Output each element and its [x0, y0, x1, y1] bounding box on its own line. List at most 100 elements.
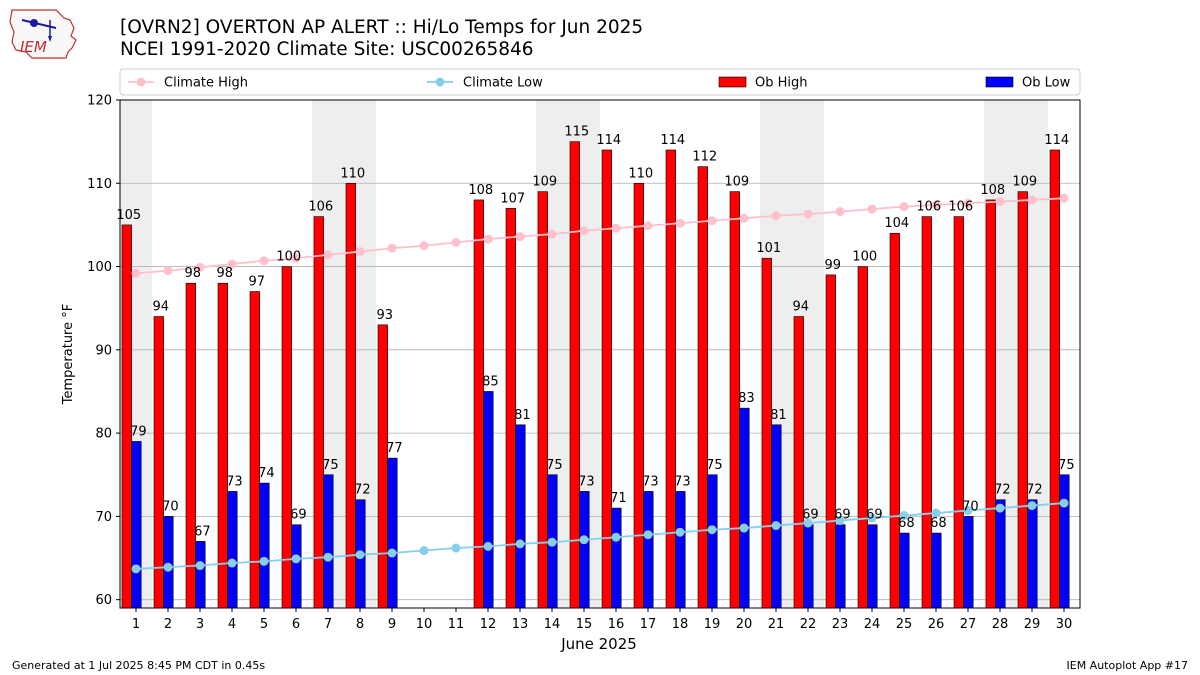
- ob-low-bar: [291, 524, 302, 609]
- climate-high-point: [195, 262, 205, 272]
- legend-climate-high-marker: [136, 77, 146, 87]
- ob-low-bar: [643, 491, 654, 609]
- climate-low-point: [259, 556, 269, 566]
- climate-high-point: [803, 209, 813, 219]
- ob-low-label: 75: [322, 458, 339, 473]
- climate-high-point: [995, 197, 1005, 207]
- ob-low-label: 73: [578, 474, 595, 489]
- ob-low-bar: [1027, 499, 1038, 609]
- climate-high-point: [291, 253, 301, 263]
- ob-high-bar: [857, 266, 868, 609]
- ob-low-bar: [899, 532, 910, 609]
- climate-high-point: [387, 243, 397, 253]
- ob-high-label: 104: [884, 216, 909, 231]
- ob-high-bar: [1049, 149, 1060, 609]
- ob-low-label: 75: [546, 458, 563, 473]
- ob-high-bar: [697, 166, 708, 609]
- ob-low-label: 71: [610, 491, 627, 506]
- climate-low-point: [931, 508, 941, 518]
- ob-low-label: 70: [962, 499, 979, 514]
- climate-low-point: [611, 532, 621, 542]
- legend-ob-low-swatch: [985, 76, 1014, 88]
- ob-high-label: 114: [596, 133, 621, 148]
- ob-high-label: 109: [724, 175, 749, 190]
- ob-high-label: 100: [852, 250, 877, 265]
- x-tick-label: 17: [640, 617, 657, 632]
- climate-low-point: [643, 530, 653, 540]
- x-tick-label: 30: [1056, 617, 1073, 632]
- ob-low-label: 77: [386, 441, 403, 456]
- x-tick-label: 7: [324, 617, 332, 632]
- ob-high-bar: [953, 216, 964, 609]
- climate-low-point: [1027, 501, 1037, 511]
- ob-low-label: 68: [930, 516, 947, 531]
- ob-high-label: 109: [1012, 175, 1037, 190]
- ob-low-bar: [835, 524, 846, 609]
- climate-low-point: [547, 537, 557, 547]
- climate-low-point: [515, 539, 525, 549]
- climate-high-point: [643, 221, 653, 231]
- ob-low-bar: [675, 491, 686, 609]
- ob-high-bar: [313, 216, 324, 609]
- y-tick-label: 120: [87, 94, 112, 109]
- x-tick-label: 3: [196, 617, 204, 632]
- ob-low-bar: [515, 424, 526, 609]
- ob-high-label: 106: [948, 200, 973, 215]
- ob-high-bar: [185, 282, 196, 609]
- climate-high-point: [131, 268, 141, 278]
- x-tick-label: 10: [416, 617, 433, 632]
- climate-low-point: [867, 513, 877, 523]
- ob-high-label: 106: [916, 200, 941, 215]
- climate-high-point: [707, 216, 717, 226]
- climate-low-point: [771, 521, 781, 531]
- x-tick-label: 9: [388, 617, 396, 632]
- ob-low-label: 81: [514, 408, 531, 423]
- climate-low-point: [803, 518, 813, 528]
- ob-high-label: 115: [564, 125, 589, 140]
- ob-high-label: 110: [628, 166, 653, 181]
- x-tick-label: 14: [544, 617, 561, 632]
- x-tick-label: 24: [864, 617, 881, 632]
- ob-high-label: 97: [249, 275, 266, 290]
- legend-climate-low-label: Climate Low: [463, 76, 543, 91]
- ob-low-label: 85: [482, 374, 499, 389]
- climate-low-point: [195, 561, 205, 571]
- ob-high-label: 93: [377, 308, 394, 323]
- climate-high-point: [1027, 195, 1037, 205]
- ob-low-label: 73: [674, 474, 691, 489]
- ob-high-label: 98: [185, 266, 202, 281]
- plot-frame: [119, 99, 1081, 609]
- ob-low-label: 67: [194, 524, 211, 539]
- ob-low-bar: [259, 482, 270, 609]
- ob-low-label: 69: [802, 508, 819, 523]
- ob-high-bar: [985, 199, 996, 609]
- ob-low-label: 70: [162, 499, 179, 514]
- title-line-1: [OVRN2] OVERTON AP ALERT :: Hi/Lo Temps …: [120, 17, 644, 38]
- legend-ob-high-label: Ob High: [755, 76, 808, 91]
- ob-high-bar: [345, 182, 356, 609]
- x-tick-label: 5: [260, 617, 268, 632]
- ob-high-label: 107: [500, 191, 525, 206]
- climate-high-point: [867, 204, 877, 214]
- x-tick-label: 18: [672, 617, 689, 632]
- y-tick-label: 80: [95, 427, 112, 442]
- climate-high-point: [675, 218, 685, 228]
- x-tick-label: 28: [992, 617, 1009, 632]
- x-tick-label: 20: [736, 617, 753, 632]
- ob-low-bar: [995, 499, 1006, 609]
- climate-low-point: [579, 535, 589, 545]
- climate-high-point: [835, 207, 845, 217]
- ob-high-label: 109: [532, 175, 557, 190]
- iem-logo: IEM: [9, 9, 77, 59]
- ob-low-label: 74: [258, 466, 275, 481]
- climate-lines: [131, 193, 1069, 574]
- climate-low-point: [227, 558, 237, 568]
- footer-generated: Generated at 1 Jul 2025 8:45 PM CDT in 0…: [12, 659, 266, 672]
- ob-low-bar: [611, 507, 622, 609]
- ob-high-bar: [217, 282, 228, 609]
- x-tick-label: 4: [228, 617, 236, 632]
- ob-high-label: 106: [308, 200, 333, 215]
- climate-high-point: [515, 232, 525, 242]
- climate-low-point: [899, 511, 909, 521]
- x-axis-label: June 2025: [560, 635, 637, 653]
